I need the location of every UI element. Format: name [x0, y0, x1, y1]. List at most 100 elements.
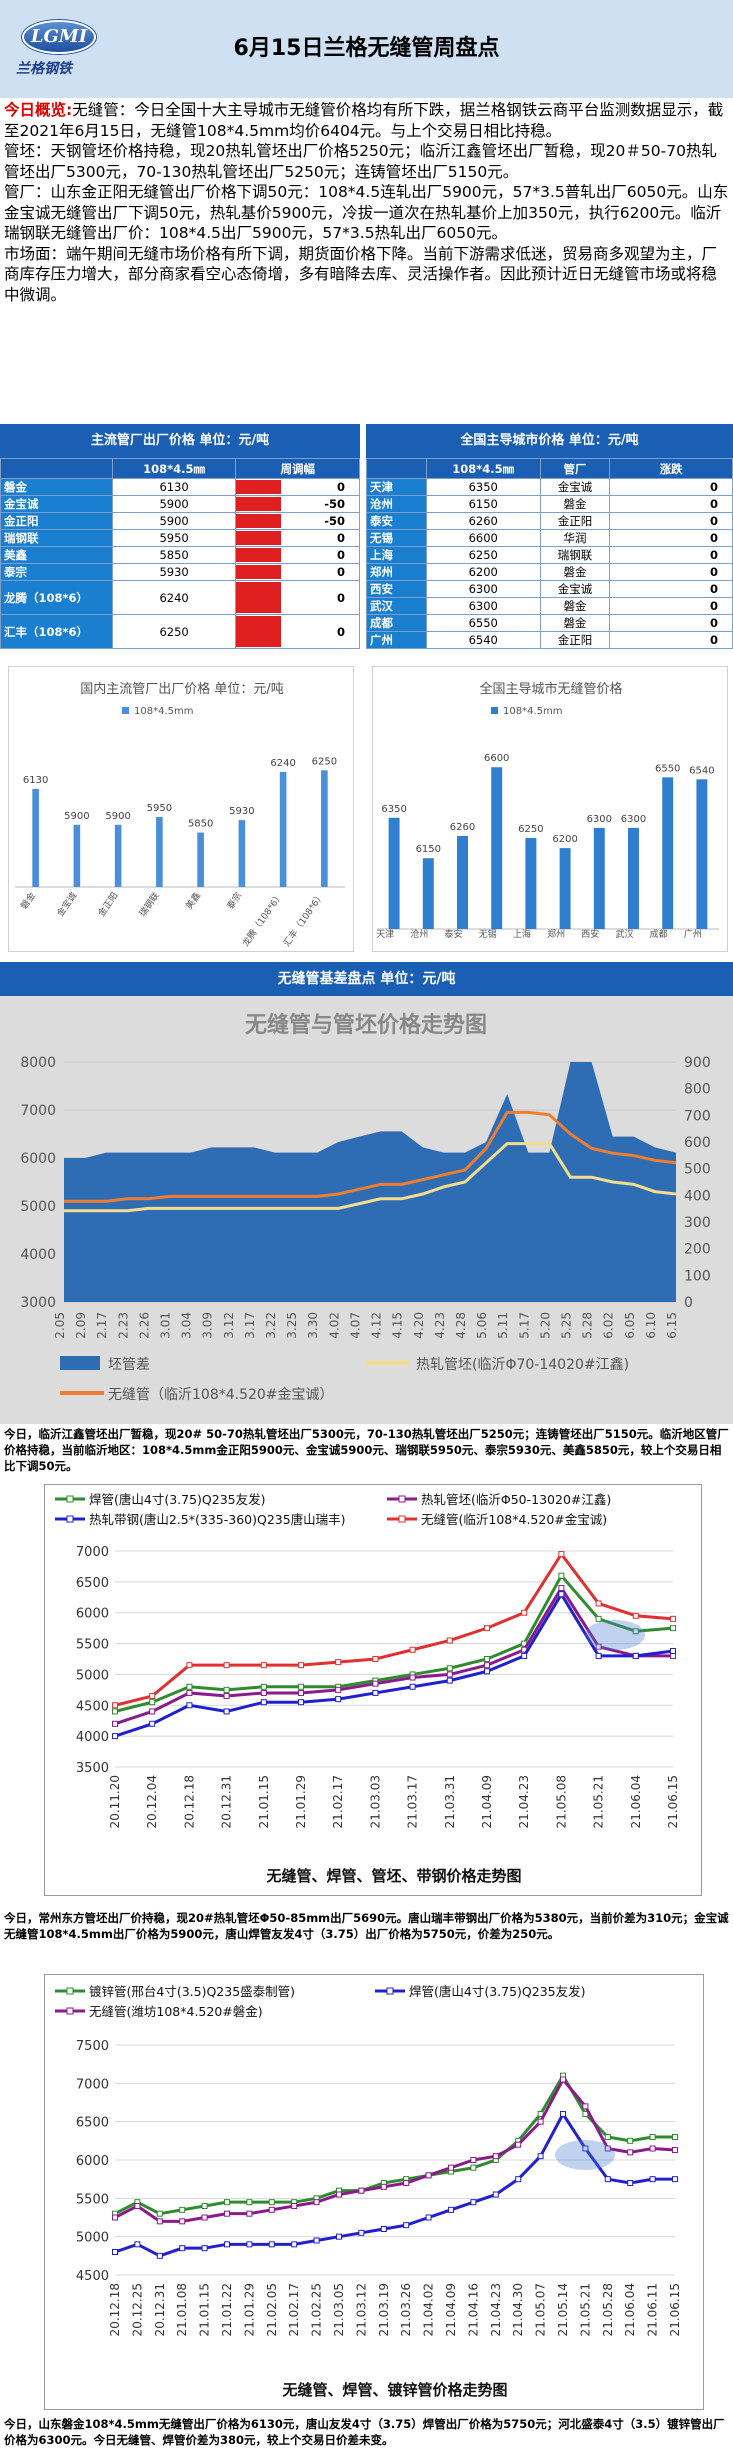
y-tick: 4500 — [76, 1699, 109, 1714]
legend-swatch — [122, 707, 129, 714]
x-tick: 3.12 — [222, 1312, 236, 1339]
city-mill: 金正阳 — [539, 631, 611, 649]
y-left-tick: 7000 — [20, 1103, 56, 1119]
series-point — [484, 1668, 490, 1675]
watermark-oval — [555, 2140, 615, 2170]
series-line-2 — [114, 2076, 676, 2223]
series-point — [448, 2206, 454, 2213]
series-point — [179, 2218, 186, 2225]
x-tick: 21.02.17 — [331, 1775, 345, 1828]
x-tick: 4.02 — [327, 1312, 341, 1339]
series-point — [358, 2229, 365, 2236]
chart-legend: 镀锌管(邢台4寸(3.5)Q235盛泰制管) 焊管(唐山4寸(3.75)Q235友… — [55, 1984, 586, 2019]
chart-title: 无缝管与管坯价格走势图 — [245, 1012, 487, 1038]
mill-change-value: -50 — [324, 497, 345, 511]
change-bar — [236, 582, 281, 613]
mill-row: 磐金 6130 0 — [0, 478, 360, 496]
series-point — [446, 1665, 453, 1672]
city-change: 0 — [609, 546, 733, 564]
tick-label: 郑州 — [547, 928, 565, 940]
series-line-0 — [114, 1573, 674, 1713]
tick-label: 龙腾（108*6） — [239, 890, 285, 949]
city-change: 0 — [609, 597, 733, 615]
y-right-tick: 500 — [684, 1162, 711, 1178]
x-tick: 21.01.08 — [175, 2283, 189, 2336]
y-left-tick: 5000 — [20, 1199, 56, 1215]
city-row: 沧州 6150 磐金 0 — [366, 495, 733, 513]
mill-name: 金宝诚 — [0, 495, 113, 513]
change-bar — [236, 565, 281, 579]
col-spec: 108*4.5㎜ — [111, 458, 237, 479]
x-tick: 3.01 — [159, 1312, 173, 1339]
legend-label: 热轧管坯(临沂Φ70-14020#江鑫) — [416, 1356, 629, 1373]
watermark-logo — [555, 2140, 615, 2170]
tick-label: 无锡 — [479, 929, 497, 940]
series-point — [149, 1693, 156, 1700]
city-change: 0 — [609, 529, 733, 547]
legend-marker — [66, 2007, 74, 2015]
col-blank — [0, 458, 113, 479]
series-point — [179, 2206, 186, 2213]
series-point — [335, 1686, 342, 1693]
series-point — [604, 2145, 611, 2152]
chart-title: 国内主流管厂出厂价格 单位：元/吨 — [80, 681, 284, 697]
series-point — [649, 2145, 656, 2152]
chart-legend: 108*4.5mm — [491, 706, 562, 717]
series-point — [268, 2206, 275, 2213]
series-point — [335, 1696, 342, 1703]
series-point — [112, 2214, 118, 2221]
data-label: 6240 — [270, 758, 295, 769]
city-mill: 磐金 — [539, 597, 611, 615]
series-point — [186, 1662, 193, 1669]
data-label: 6250 — [312, 756, 337, 767]
city-price: 6300 — [425, 580, 541, 598]
overview-para-3: 管厂：山东金正阳无缝管出厂价格下调50元：108*4.5连轧出厂5900元，57… — [4, 183, 729, 242]
series-point — [223, 1662, 230, 1669]
series-point — [372, 1689, 379, 1696]
x-tick: 21.05.21 — [592, 1775, 606, 1828]
series-point — [291, 2241, 298, 2248]
series-point — [224, 2241, 230, 2248]
series-line-3 — [114, 1551, 674, 1707]
x-tick: 5.06 — [475, 1312, 489, 1339]
logo-cn-text: 兰格钢铁 — [16, 61, 72, 77]
city-name: 成都 — [366, 614, 427, 632]
x-tick: 21.04.09 — [480, 1775, 494, 1828]
mill-price: 5850 — [111, 546, 237, 564]
change-bar — [236, 480, 281, 494]
price-trend-chart: 3500 4000 4500 5000 5500 6000 6500 7000 20.11.20… — [44, 1484, 702, 1896]
series-point — [649, 2176, 656, 2183]
mill-row: 泰宗 5930 0 — [0, 563, 360, 581]
series-point — [298, 1662, 304, 1669]
series-point — [425, 2214, 432, 2221]
city-row: 郑州 6200 磐金 0 — [366, 563, 733, 581]
bar-1 — [422, 858, 434, 929]
x-tick: 21.01.29 — [242, 2283, 256, 2336]
legend-label: 焊管(唐山4寸(3.75)Q235友发) — [89, 1492, 266, 1507]
x-tick: 4.15 — [391, 1312, 405, 1339]
x-tick: 21.05.07 — [534, 2283, 548, 2336]
series-point — [149, 1720, 156, 1727]
series-point — [224, 2199, 230, 2206]
series-point — [515, 2176, 522, 2183]
x-tick: 3.25 — [285, 1312, 299, 1339]
city-price: 6550 — [425, 614, 541, 632]
x-tick: 21.01.15 — [257, 1775, 271, 1828]
city-row: 武汉 6300 磐金 0 — [366, 597, 733, 615]
y-tick: 6000 — [76, 1607, 109, 1622]
series-point — [224, 2210, 230, 2217]
series-point — [446, 1671, 453, 1678]
x-tick: 20.12.18 — [182, 1775, 196, 1828]
mill-bar-chart: 国内主流管厂出厂价格 单位：元/吨 108*4.5mm 6130 磐金 5900 金宝诚 5… — [8, 666, 354, 952]
right-table-title: 全国主导城市价格 单位：元/吨 — [366, 424, 733, 458]
mill-price: 5900 — [111, 495, 237, 513]
city-row: 广州 6540 金正阳 0 — [366, 631, 733, 649]
series-point — [632, 1628, 639, 1635]
x-tick: 21.04.02 — [422, 2283, 436, 2336]
x-tick: 21.06.04 — [629, 1775, 643, 1828]
change-bar — [236, 531, 281, 545]
legend-swatch-area — [60, 1356, 100, 1370]
x-tick: 20.11.20 — [108, 1775, 122, 1828]
legend-marker — [66, 1495, 74, 1503]
